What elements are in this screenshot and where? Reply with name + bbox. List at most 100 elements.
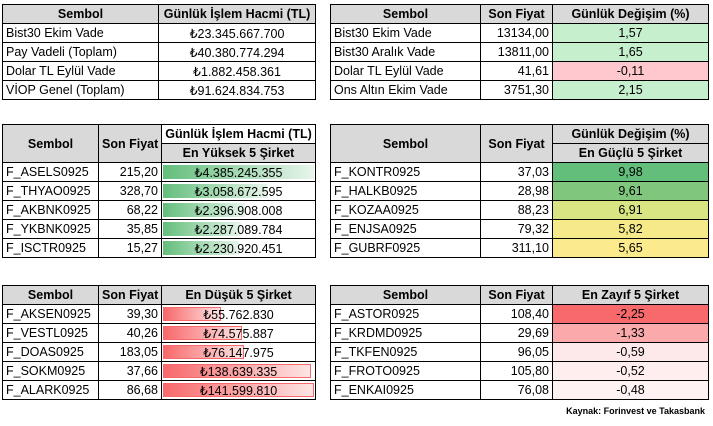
table-row: Pay Vadeli (Toplam) ₺40.380.774.294 [2, 42, 316, 62]
table-row: Ons Altın Ekim Vade 3751,30 2,15 [330, 80, 709, 100]
col-header-volume: Günlük İşlem Hacmi (TL) [158, 4, 316, 24]
col-header-last-price: Son Fiyat [480, 285, 553, 305]
table-row: F_ENJSA0925 79,32 5,82 [330, 219, 709, 239]
volume-bar-cell: ₺141.599.810 [161, 380, 316, 400]
table-row: F_ASTOR0925 108,40 -2,25 [330, 304, 709, 324]
symbol-cell: F_TKFEN0925 [330, 342, 481, 362]
table-row: Bist30 Aralık Vade 13811,00 1,65 [330, 42, 709, 62]
volume-bar [163, 165, 314, 179]
symbol-cell: F_SOKM0925 [2, 361, 99, 381]
symbol-cell: F_ISCTR0925 [2, 238, 99, 258]
price-cell: 15,27 [98, 238, 162, 258]
symbol-cell: F_ALARK0925 [2, 380, 99, 400]
volume-bar [163, 203, 246, 217]
price-cell: 37,66 [98, 361, 162, 381]
symbol-cell: Ons Altın Ekim Vade [330, 80, 481, 100]
table-row: F_ENKAI0925 76,08 -0,48 [330, 380, 709, 400]
volume-bar-cell: ₺2.396.908.008 [161, 200, 316, 220]
table-row: F_KRDMD0925 29,69 -1,33 [330, 323, 709, 343]
table-row: F_ASELS0925 215,20 ₺4.385.245.355 [2, 162, 316, 182]
subheader-top-5: En Yüksek 5 Şirket [161, 143, 316, 163]
price-cell: 39,30 [98, 304, 162, 324]
table-row: F_DOAS0925 183,05 ₺76.147.975 [2, 342, 316, 362]
volume-bar [163, 383, 314, 397]
table-row: F_AKBNK0925 68,22 ₺2.396.908.008 [2, 200, 316, 220]
col-header-last-price: Son Fiyat [98, 124, 162, 163]
col-header-symbol: Sembol [2, 285, 99, 305]
change-cell: -1,33 [552, 323, 709, 343]
change-cell: 5,82 [552, 219, 709, 239]
price-cell: 68,22 [98, 200, 162, 220]
table-row: F_GUBRF0925 311,10 5,65 [330, 238, 709, 258]
change-cell: 9,98 [552, 162, 709, 182]
volume-bar-cell: ₺55.762.830 [161, 304, 316, 324]
volume-value: ₺3.058.672.595 [194, 184, 283, 199]
price-cell: 76,08 [480, 380, 553, 400]
price-cell: 215,20 [98, 162, 162, 182]
table-row: F_VESTL0925 40,26 ₺74.575.887 [2, 323, 316, 343]
volume-value: ₺74.575.887 [203, 326, 274, 341]
volume-cell: ₺40.380.774.294 [158, 42, 316, 62]
table-row: F_ALARK0925 86,68 ₺141.599.810 [2, 380, 316, 400]
table-row: F_SOKM0925 37,66 ₺138.639.335 [2, 361, 316, 381]
price-cell: 311,10 [480, 238, 553, 258]
table-row: F_YKBNK0925 35,85 ₺2.287.089.784 [2, 219, 316, 239]
change-cell: -0,48 [552, 380, 709, 400]
col-header-symbol: Sembol [330, 285, 481, 305]
strongest-table: Sembol Son Fiyat Günlük Değişim (%) En G… [330, 124, 709, 258]
price-cell: 29,69 [480, 323, 553, 343]
price-cell: 13134,00 [480, 23, 553, 43]
symbol-cell: F_FROTO0925 [330, 361, 481, 381]
top-volume-table: Sembol Son Fiyat Günlük İşlem Hacmi (TL)… [2, 124, 316, 258]
change-cell: -0,11 [552, 61, 709, 81]
volume-value: ₺2.396.908.008 [194, 203, 283, 218]
col-header-symbol: Sembol [2, 4, 159, 24]
col-header-weakest-5: En Zayıf 5 Şirket [552, 285, 709, 305]
table-row: F_HALKB0925 28,98 9,61 [330, 181, 709, 201]
volume-cell: ₺23.345.667.700 [158, 23, 316, 43]
price-change-table: Sembol Son Fiyat Günlük Değişim (%) Bist… [330, 4, 709, 100]
price-cell: 88,23 [480, 200, 553, 220]
symbol-cell: F_KRDMD0925 [330, 323, 481, 343]
symbol-cell: F_HALKB0925 [330, 181, 481, 201]
change-cell: -2,25 [552, 304, 709, 324]
col-header-last-price: Son Fiyat [480, 4, 553, 24]
symbol-cell: F_AKBNK0925 [2, 200, 99, 220]
volume-value: ₺4.385.245.355 [194, 165, 283, 180]
change-cell: 9,61 [552, 181, 709, 201]
volume-bar-cell: ₺2.230.920.451 [161, 238, 316, 258]
symbol-cell: Bist30 Aralık Vade [330, 42, 481, 62]
price-cell: 13811,00 [480, 42, 553, 62]
lowest-volume-table: Sembol Son Fiyat En Düşük 5 Şirket F_AKS… [2, 285, 316, 400]
volume-value: ₺138.639.335 [199, 364, 278, 379]
price-cell: 28,98 [480, 181, 553, 201]
symbol-cell: F_AKSEN0925 [2, 304, 99, 324]
volume-bar-cell: ₺74.575.887 [161, 323, 316, 343]
source-note: Kaynak: Forinvest ve Takasbank [566, 406, 705, 416]
table-row: Bist30 Ekim Vade ₺23.345.667.700 [2, 23, 316, 43]
change-cell: 6,91 [552, 200, 709, 220]
col-header-symbol: Sembol [330, 124, 481, 163]
price-cell: 86,68 [98, 380, 162, 400]
change-cell: 2,15 [552, 80, 709, 100]
volume-value: ₺76.147.975 [203, 345, 274, 360]
price-cell: 183,05 [98, 342, 162, 362]
table-row: F_FROTO0925 105,80 -0,52 [330, 361, 709, 381]
price-cell: 41,61 [480, 61, 553, 81]
volume-bar [163, 345, 244, 359]
symbol-cell: F_KOZAA0925 [330, 200, 481, 220]
col-header-daily-change: Günlük Değişim (%) [552, 124, 709, 144]
symbol-cell: F_KONTR0925 [330, 162, 481, 182]
price-cell: 35,85 [98, 219, 162, 239]
symbol-cell: Dolar TL Eylül Vade [2, 61, 159, 81]
volume-bar [163, 364, 311, 378]
price-cell: 108,40 [480, 304, 553, 324]
symbol-cell: F_ENJSA0925 [330, 219, 481, 239]
price-cell: 3751,30 [480, 80, 553, 100]
table-row: F_ISCTR0925 15,27 ₺2.230.920.451 [2, 238, 316, 258]
col-header-last-price: Son Fiyat [480, 124, 553, 163]
price-cell: 328,70 [98, 181, 162, 201]
symbol-cell: Bist30 Ekim Vade [330, 23, 481, 43]
col-header-volume: Günlük İşlem Hacmi (TL) [161, 124, 316, 144]
symbol-cell: F_YKBNK0925 [2, 219, 99, 239]
